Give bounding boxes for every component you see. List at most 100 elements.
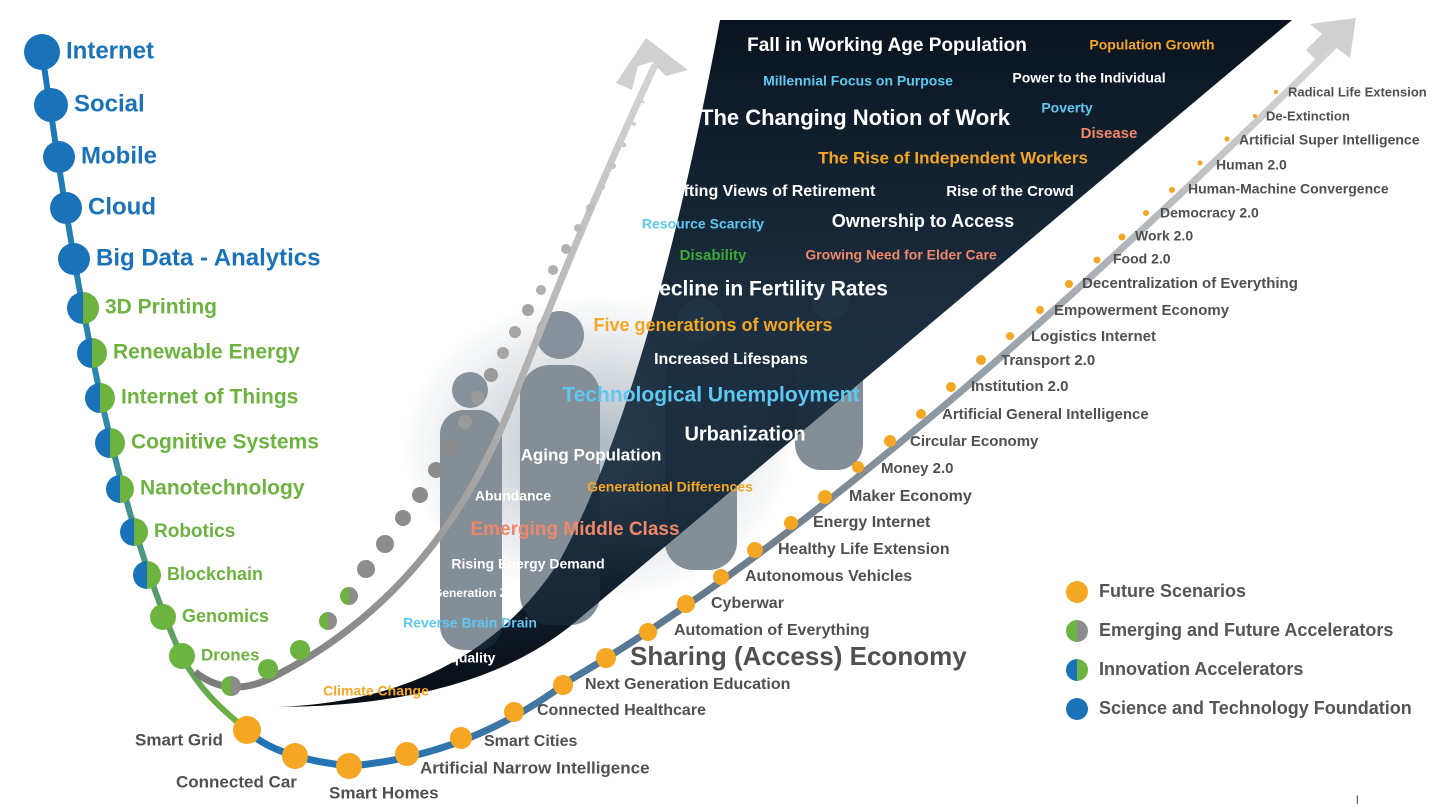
accelerator-bead <box>497 347 509 359</box>
future-scenario-node <box>553 675 573 695</box>
accelerator-bead <box>574 224 582 232</box>
technology-label: Social <box>74 90 145 117</box>
accelerator-bead <box>548 265 558 275</box>
accelerator-bead <box>621 142 627 148</box>
trend-term: Decline in Fertility Rates <box>644 278 888 301</box>
accelerator-bead <box>471 391 485 405</box>
technology-label: Cloud <box>88 193 156 220</box>
future-scenario-label: Transport 2.0 <box>1001 352 1095 369</box>
accelerator-bead <box>599 184 605 190</box>
future-scenario-label: Money 2.0 <box>881 460 954 477</box>
future-scenario-node <box>818 490 832 504</box>
future-scenario-node <box>336 753 362 779</box>
future-scenario-node <box>1197 160 1203 166</box>
trend-term: Climate Change <box>323 683 429 699</box>
future-scenario-node <box>1006 332 1014 340</box>
future-scenario-label: Artificial Narrow Intelligence <box>420 758 650 777</box>
future-scenario-label: Work 2.0 <box>1135 228 1193 244</box>
node-emerging <box>150 604 176 630</box>
future-scenario-label: Automation of Everything <box>674 622 870 639</box>
future-scenario-label: Radical Life Extension <box>1288 84 1427 99</box>
trend-term: Power to the Individual <box>1012 70 1165 86</box>
node-innovation <box>77 338 107 368</box>
legend-label: Emerging and Future Accelerators <box>1099 620 1393 640</box>
accelerator-bead <box>340 587 358 605</box>
technology-label: Renewable Energy <box>113 341 300 364</box>
trend-term: Urbanization <box>684 423 805 445</box>
future-scenario-label: Human-Machine Convergence <box>1188 181 1389 197</box>
panel-trend-terms: Fall in Working Age Population Population… <box>323 35 1215 699</box>
future-scenario-label: Smart Homes <box>329 783 439 802</box>
trend-term: Disability <box>680 247 747 264</box>
trend-term: The Rise of Independent Workers <box>818 148 1088 167</box>
technology-label: Drones <box>201 645 260 664</box>
emerging-accelerator-beads <box>221 100 645 696</box>
technology-label: Internet of Things <box>121 386 298 409</box>
future-scenario-node <box>852 461 864 473</box>
node-innovation <box>95 428 125 458</box>
future-scenario-label: Connected Car <box>176 772 297 791</box>
future-scenario-label: Artificial General Intelligence <box>942 406 1149 423</box>
panel-silhouettes <box>400 260 863 650</box>
future-scenario-label: Smart Grid <box>135 730 223 749</box>
legend-label: Science and Technology Foundation <box>1099 698 1412 718</box>
future-scenario-label: Sharing (Access) Economy <box>630 641 967 671</box>
future-scenario-node <box>976 355 986 365</box>
future-scenario-label: Artificial Super Intelligence <box>1239 132 1420 148</box>
accelerator-bead <box>509 326 521 338</box>
future-scenario-label: Energy Internet <box>813 514 931 531</box>
technology-label: Blockchain <box>167 564 263 584</box>
future-scenario-node <box>784 516 798 530</box>
future-scenario-node <box>1093 256 1101 264</box>
legend-marker <box>1066 698 1088 720</box>
technology-label: Internet <box>66 37 154 64</box>
trend-term: Abundance <box>475 488 551 504</box>
future-scenario-node <box>1065 280 1073 288</box>
future-scenario-node <box>639 623 657 641</box>
technology-label: Big Data - Analytics <box>96 244 321 271</box>
accelerator-bead <box>319 612 337 630</box>
future-scenario-label: Logistics Internet <box>1031 328 1156 345</box>
trend-term: Ownership to Access <box>832 211 1014 231</box>
future-scenario-node <box>713 569 729 585</box>
future-scenario-node <box>946 382 956 392</box>
future-scenario-label: Connected Healthcare <box>537 702 706 719</box>
future-scenarios-curve <box>245 32 1348 770</box>
technology-label: Genomics <box>182 606 269 626</box>
future-scenario-label: Autonomous Vehicles <box>745 568 912 585</box>
node-foundation <box>24 34 60 70</box>
future-scenario-node <box>1118 233 1126 241</box>
future-scenario-node <box>884 435 896 447</box>
node-foundation <box>43 141 75 173</box>
future-scenario-node <box>233 716 261 744</box>
future-scenario-node <box>596 648 616 668</box>
trend-term: Technological Unemployment <box>562 384 859 407</box>
emerging-accelerators-arrow-shaft <box>192 63 659 691</box>
node-innovation <box>120 518 148 546</box>
future-scenario-label: Decentralization of Everything <box>1082 275 1298 292</box>
future-scenario-node <box>677 595 695 613</box>
trend-term: Fall in Working Age Population <box>747 35 1027 56</box>
node-innovation <box>67 292 99 324</box>
trend-term: Poverty <box>1041 100 1093 116</box>
future-scenario-node <box>282 743 308 769</box>
future-scenario-node <box>1169 187 1175 193</box>
future-scenario-label: Maker Economy <box>849 488 972 505</box>
future-scenarios: Smart Grid Connected Car Smart Homes Artifi… <box>135 84 1427 802</box>
node-foundation <box>58 243 90 275</box>
accelerator-bead <box>458 415 472 429</box>
future-scenario-label: Circular Economy <box>910 433 1039 450</box>
future-scenario-label: De-Extinction <box>1266 108 1350 123</box>
future-scenario-node <box>1224 136 1230 142</box>
footer-tick: | <box>1356 795 1359 804</box>
future-scenario-node <box>395 742 419 766</box>
accelerator-bead <box>536 285 546 295</box>
legend-marker <box>1066 620 1088 642</box>
accelerator-bead <box>561 244 571 254</box>
future-scenario-label: Democracy 2.0 <box>1160 205 1259 221</box>
future-scenario-label: Cyberwar <box>711 595 784 612</box>
trend-term: Growing Need for Elder Care <box>805 247 997 263</box>
accelerator-bead <box>641 100 645 104</box>
trend-term: Global Inequality <box>383 650 496 666</box>
